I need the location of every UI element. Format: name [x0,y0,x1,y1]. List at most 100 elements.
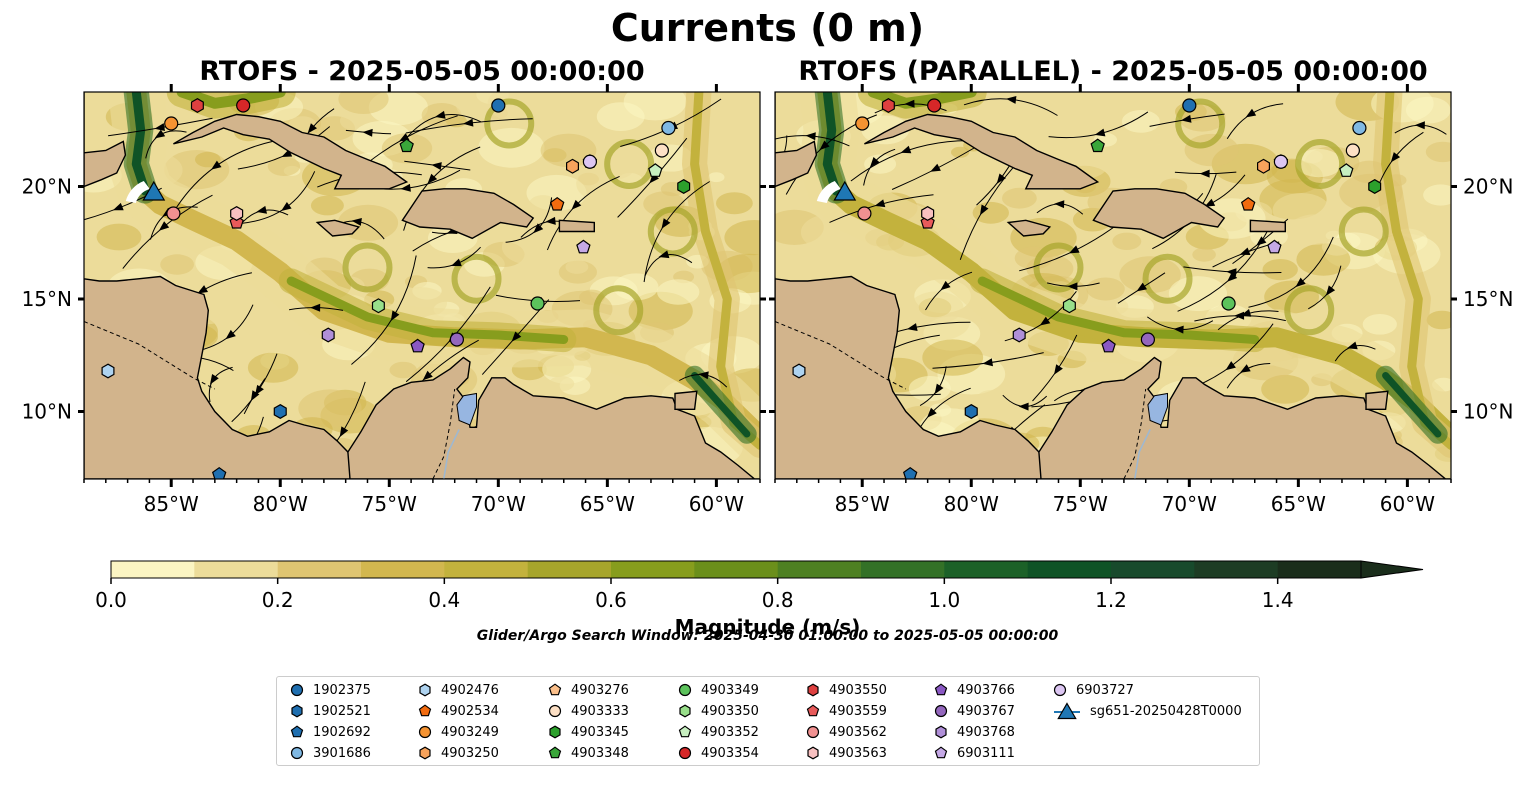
current-magnitude-patch [1423,184,1451,206]
current-jet [176,92,286,109]
streamline-arrow [900,145,912,154]
legend-marker-icon [935,725,947,739]
legend-label: 1902521 [313,703,371,719]
streamline-arrow [649,173,659,184]
eddy-ring [1338,206,1389,257]
legend-glider-icon [1057,702,1077,720]
current-magnitude-patch [247,352,299,383]
current-magnitude-patch [160,254,195,275]
current-magnitude-patch [338,92,389,114]
legend-item-4903349: 4903349 [677,680,759,700]
legend-label: 4903250 [441,745,499,761]
colorbar-bin [861,561,945,578]
float-marker-4903562 [857,206,872,221]
current-magnitude-patch [337,204,399,241]
legend-hexagon-icon [679,704,691,718]
streamline-arrow [870,157,880,168]
legend-label: 6903727 [1076,682,1134,698]
streamline-arrow [934,383,944,395]
streamline-arrow [996,173,1006,184]
figure-title: Currents (0 m) [610,6,925,50]
streamline-arrow [819,140,830,151]
streamline-arrow [1256,236,1267,246]
float-marker-4903352 [1339,163,1354,177]
colorbar-bin [694,561,779,578]
streamline-arrow [1054,200,1065,209]
streamline-arrow [1239,247,1251,255]
border-line [84,321,216,390]
land-trinidad [1365,390,1389,410]
colorbar-extend-arrow [1360,560,1424,579]
legend-marker-icon [934,683,948,696]
border-line [1123,388,1147,479]
float-marker-4903562 [166,206,181,221]
legend-item-4903767: 4903767 [933,701,1015,721]
colorbar-frame [110,560,1362,579]
legend-label: 4903276 [571,682,629,698]
legend-marker-icon [549,725,561,739]
legend-marker-icon [418,725,432,739]
map-panel-rtofs [47,91,761,515]
streamline-arrow [1245,108,1257,118]
colorbar-tick-label: 0.0 [95,588,127,612]
eddy-ring [604,139,655,189]
lat-tick-label: 20°N [1463,175,1513,199]
streamline-arrow [1240,364,1251,373]
float-marker-4903354 [236,98,251,113]
float-marker-4903345 [677,179,691,194]
streamline-arrow [1199,169,1210,178]
legend-item-4903550: 4903550 [805,680,887,700]
legend-item-1902692: 1902692 [289,722,371,742]
float-marker-1902521 [273,404,287,419]
current-magnitude-patch [1002,187,1037,209]
lat-tick-label: 15°N [1463,287,1513,311]
streamline-arrow [661,218,671,229]
streamline-arrow [982,358,993,367]
current-magnitude-patch [1297,108,1352,141]
legend-pentagon-icon [934,746,948,759]
float-marker-4903563 [230,206,244,221]
streamline-arrow [451,258,462,267]
legend-hexagon-icon [807,746,819,760]
lon-tick-label: 70°W [1162,492,1217,516]
streamline-arrow [654,504,663,515]
float-marker-3901686 [1352,120,1367,136]
float-marker-4903348 [399,138,414,153]
land-centralAm [84,275,353,479]
lat-tick-label: 15°N [22,287,72,311]
legend-hexagon-icon [291,704,303,718]
colorbar-bin [277,561,362,578]
legend-item-4902534: 4902534 [417,701,499,721]
current-magnitude-patch [1261,374,1310,404]
eddy-ring [647,206,698,257]
colorbar-bin [361,561,445,578]
float-marker-1902375 [1182,98,1197,113]
current-magnitude-patch [708,172,725,183]
lat-tick-label: 10°N [22,400,72,424]
map-axes: 85°W 80°W 75°W 70°W 65°W 60°W 20°N 15°N 10°N 85°W… [22,84,1513,516]
float-marker-4903333 [1345,143,1360,158]
streamline-arrow [1039,316,1051,326]
float-marker-4903550 [881,98,895,113]
current-magnitude-patch [310,195,344,216]
eddy-ring [1284,285,1335,336]
legend-circle-icon [1053,683,1067,697]
colorbar-tick-label: 1.2 [1095,588,1127,612]
streamline-arrow [256,205,267,214]
land-puertorico [558,219,595,233]
streamline-arrow [47,377,57,386]
float-marker-4903349 [1221,296,1236,311]
streamline-arrow [1390,152,1401,163]
legend-pentagon-icon [678,725,692,738]
float-marker-1902521 [964,404,978,419]
legend-marker-icon [1054,702,1080,720]
legend-circle-icon [934,704,948,718]
legend-label: 1902375 [313,682,371,698]
current-magnitude-patch [511,278,541,297]
streamline-arrow [1347,341,1358,350]
current-magnitude-patch [576,163,643,204]
legend-pentagon-icon [934,683,948,696]
legend-marker-icon [806,725,820,739]
land-southAm [1038,356,1451,479]
streamline-arrow [211,160,222,170]
